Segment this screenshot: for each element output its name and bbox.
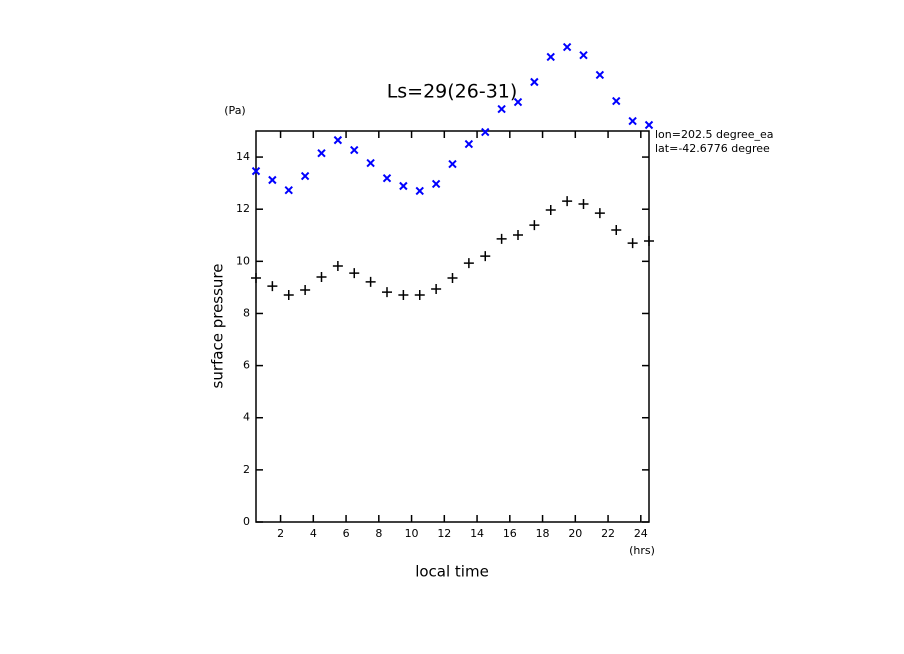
point bbox=[283, 289, 294, 300]
point bbox=[284, 185, 293, 195]
x-tick-label: 12 bbox=[437, 527, 451, 540]
point bbox=[332, 261, 343, 272]
point bbox=[431, 179, 441, 189]
point bbox=[382, 173, 392, 183]
point bbox=[562, 196, 573, 207]
point bbox=[398, 289, 409, 300]
point bbox=[595, 70, 605, 80]
point bbox=[529, 220, 540, 231]
point bbox=[513, 97, 523, 107]
point bbox=[530, 77, 539, 87]
x-tick-label: 16 bbox=[503, 527, 517, 540]
point bbox=[481, 127, 490, 137]
point bbox=[579, 50, 588, 60]
x-axis-label: local time bbox=[415, 563, 489, 581]
point bbox=[562, 42, 572, 52]
x-tick-label: 6 bbox=[343, 527, 350, 540]
x-tick-label: 20 bbox=[568, 527, 582, 540]
y-tick-label: 6 bbox=[243, 359, 250, 372]
x-tick-label: 2 bbox=[277, 527, 284, 540]
point bbox=[513, 230, 523, 241]
x-tick-label: 22 bbox=[601, 527, 615, 540]
point bbox=[612, 96, 621, 106]
point bbox=[447, 273, 458, 284]
y-tick-label: 10 bbox=[236, 254, 250, 267]
y-tick-label: 8 bbox=[243, 306, 250, 319]
point bbox=[578, 198, 589, 209]
point bbox=[349, 268, 360, 279]
y-tick-label: 14 bbox=[236, 150, 250, 163]
y-tick-label: 2 bbox=[243, 463, 250, 476]
y-axis-label: surface pressure bbox=[209, 264, 227, 389]
point bbox=[497, 104, 506, 114]
point bbox=[627, 238, 638, 249]
point bbox=[415, 186, 424, 196]
point bbox=[268, 175, 277, 185]
point bbox=[628, 116, 637, 126]
x-unit: (hrs) bbox=[629, 544, 655, 557]
point bbox=[365, 276, 376, 287]
point bbox=[382, 287, 392, 298]
point bbox=[464, 139, 474, 149]
point bbox=[414, 289, 425, 300]
point bbox=[350, 145, 359, 155]
point bbox=[300, 171, 310, 181]
point bbox=[300, 285, 311, 296]
point bbox=[267, 281, 278, 292]
x-tick-label: 18 bbox=[536, 527, 550, 540]
point bbox=[251, 166, 261, 176]
point bbox=[448, 159, 457, 169]
point bbox=[463, 258, 474, 269]
x-tick-label: 8 bbox=[375, 527, 382, 540]
x-tick-label: 10 bbox=[405, 527, 419, 540]
point bbox=[366, 158, 375, 168]
point bbox=[480, 251, 491, 262]
x-tick-label: 14 bbox=[470, 527, 484, 540]
y-tick-label: 12 bbox=[236, 202, 250, 215]
point bbox=[644, 236, 654, 247]
point bbox=[431, 283, 442, 294]
point bbox=[545, 204, 556, 215]
chart-title: Ls=29(26-31) bbox=[387, 81, 518, 103]
annotation: lon=202.5 degree_ea bbox=[655, 128, 774, 141]
y-tick-label: 0 bbox=[243, 515, 250, 528]
point bbox=[496, 233, 507, 244]
x-tick-label: 4 bbox=[310, 527, 317, 540]
annotation: lat=-42.6776 degree bbox=[655, 142, 770, 155]
point bbox=[644, 120, 654, 130]
point bbox=[251, 273, 261, 284]
plot-frame bbox=[255, 130, 650, 523]
point bbox=[594, 208, 605, 219]
y-tick-label: 4 bbox=[243, 411, 250, 424]
point bbox=[399, 181, 408, 191]
point bbox=[317, 148, 326, 158]
x-tick-label: 24 bbox=[634, 527, 648, 540]
point bbox=[316, 271, 327, 282]
y-unit: (Pa) bbox=[224, 104, 245, 117]
point bbox=[611, 225, 622, 236]
point bbox=[546, 52, 555, 62]
point bbox=[333, 135, 343, 145]
